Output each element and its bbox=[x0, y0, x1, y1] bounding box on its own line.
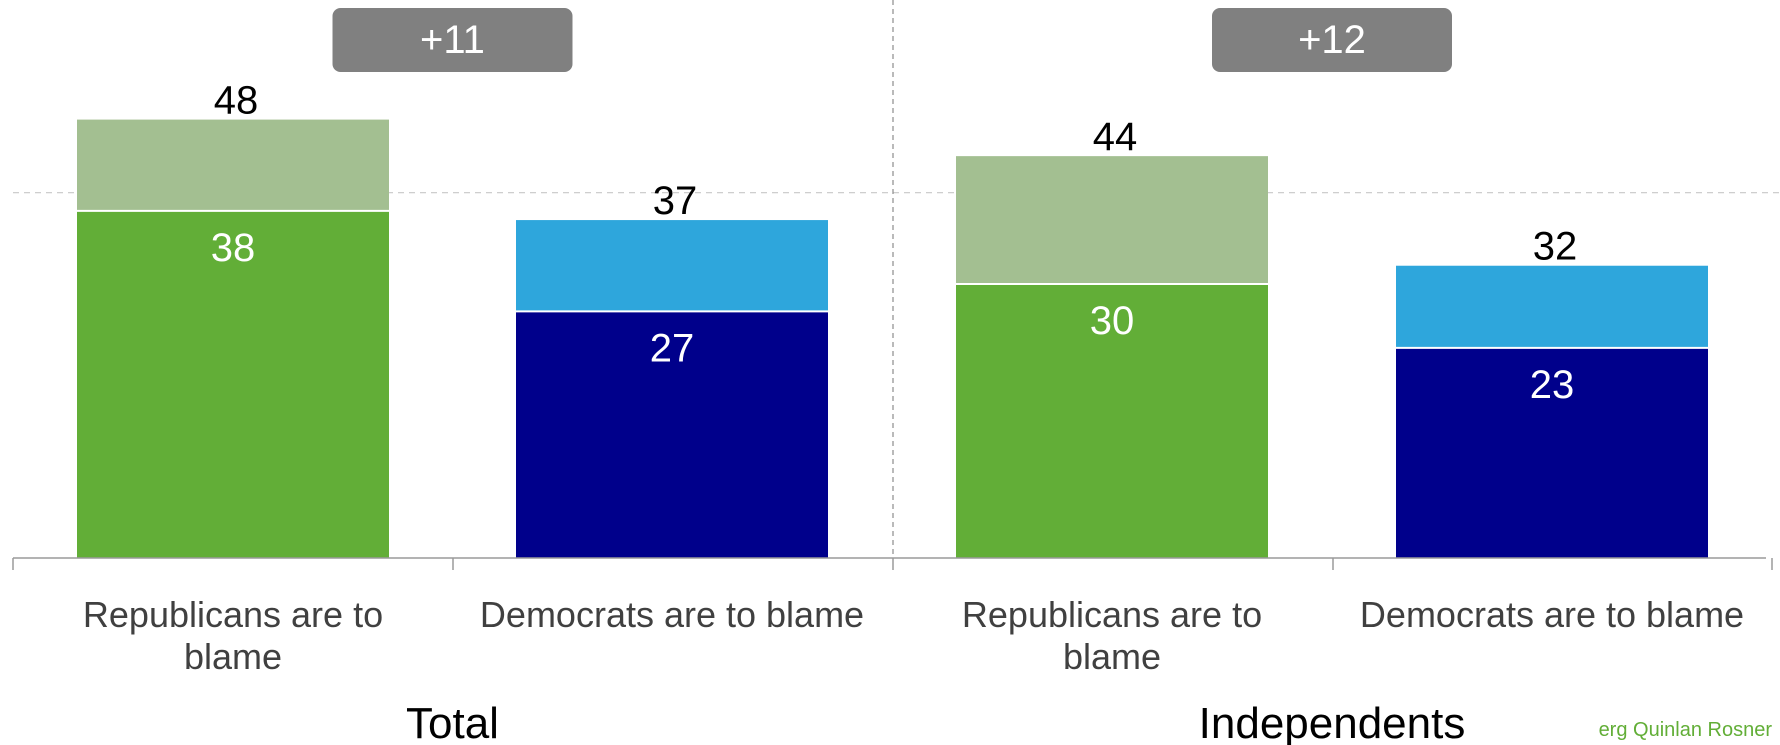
group-label-independents: Independents bbox=[1199, 699, 1466, 745]
bar-segment-rest-independents-democrats bbox=[1396, 265, 1708, 348]
strong-value-label-total-democrats: 27 bbox=[650, 326, 695, 370]
total-value-label-independents-democrats: 32 bbox=[1533, 225, 1578, 269]
category-label-independents-republicans: Republicans are to blame bbox=[962, 594, 1262, 677]
strong-value-label-total-republicans: 38 bbox=[211, 226, 256, 270]
category-label-total-republicans: Republicans are to blame bbox=[83, 594, 383, 677]
bar-segment-strong-independents-republicans bbox=[956, 284, 1268, 558]
watermark-text: erg Quinlan Rosner bbox=[1598, 719, 1772, 741]
bar-segment-rest-independents-republicans bbox=[956, 156, 1268, 284]
bar-segment-rest-total-republicans bbox=[77, 119, 389, 211]
bar-segment-strong-total-republicans bbox=[77, 210, 389, 558]
bar-segment-rest-total-democrats bbox=[516, 220, 828, 312]
total-value-label-total-democrats: 37 bbox=[653, 179, 698, 223]
bar-segment-strong-total-democrats bbox=[516, 311, 828, 558]
category-label-independents-democrats: Democrats are to blame bbox=[1360, 594, 1744, 635]
strong-value-label-independents-republicans: 30 bbox=[1090, 299, 1135, 343]
strong-value-label-independents-democrats: 23 bbox=[1530, 363, 1575, 407]
watermark: erg Quinlan Rosner bbox=[1530, 716, 1780, 745]
total-value-label-independents-republicans: 44 bbox=[1093, 115, 1138, 159]
difference-label-total: +11 bbox=[420, 18, 485, 62]
total-value-label-total-republicans: 48 bbox=[214, 79, 259, 123]
difference-badge-independents bbox=[1212, 8, 1452, 72]
group-label-total: Total bbox=[406, 699, 499, 745]
difference-label-independents: +12 bbox=[1298, 18, 1366, 62]
bar-segment-strong-independents-democrats bbox=[1396, 347, 1708, 558]
category-label-total-democrats: Democrats are to blame bbox=[480, 594, 864, 635]
difference-badge-total bbox=[332, 8, 573, 72]
